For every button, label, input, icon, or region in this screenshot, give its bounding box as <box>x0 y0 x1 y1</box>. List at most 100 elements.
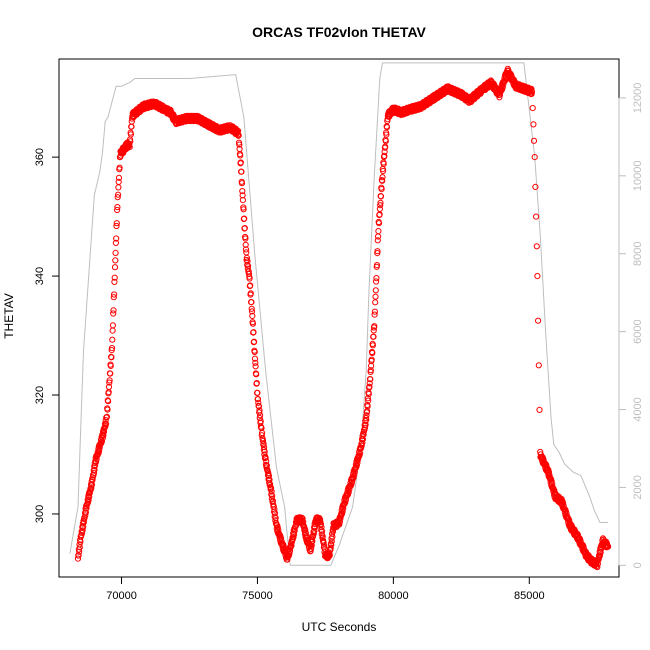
data-point <box>374 248 381 255</box>
data-point <box>377 202 384 209</box>
data-point <box>242 241 249 248</box>
data-point <box>100 428 108 435</box>
data-point <box>500 81 507 88</box>
data-point <box>106 379 113 386</box>
data-point <box>371 311 378 318</box>
data-point <box>92 458 100 466</box>
data-point <box>354 456 362 463</box>
data-point <box>372 287 379 294</box>
data-point <box>317 521 324 528</box>
data-point <box>328 538 335 545</box>
data-point <box>370 333 377 340</box>
data-point <box>266 479 273 486</box>
data-point <box>372 293 379 300</box>
data-point <box>242 235 249 242</box>
data-point <box>109 336 116 343</box>
data-point <box>365 397 372 404</box>
chart-title: ORCAS TF02vlon THETAV <box>252 24 426 40</box>
data-point <box>253 380 260 387</box>
data-point <box>102 417 109 424</box>
data-point <box>259 437 267 445</box>
data-point <box>114 194 121 201</box>
data-point <box>375 233 382 240</box>
data-point <box>244 261 251 268</box>
data-point <box>106 377 113 384</box>
data-point <box>246 275 253 282</box>
data-point <box>252 359 259 366</box>
data-point <box>75 552 82 559</box>
data-point <box>363 412 370 419</box>
data-point <box>351 472 358 479</box>
data-point <box>257 412 264 419</box>
data-point <box>250 329 257 336</box>
data-point <box>251 338 258 345</box>
data-point <box>535 362 542 369</box>
y-axis: 300 320 340 360 <box>34 148 60 523</box>
data-point <box>529 105 536 112</box>
data-point <box>91 466 98 473</box>
data-point <box>245 270 253 278</box>
data-point <box>288 542 295 549</box>
right-tick-label: 6000 <box>632 319 644 343</box>
data-point <box>535 317 542 324</box>
data-point <box>274 524 281 531</box>
data-point <box>594 560 602 567</box>
data-point <box>594 564 601 571</box>
data-point <box>112 257 119 264</box>
data-point <box>253 371 260 378</box>
data-point <box>92 462 99 469</box>
data-point <box>545 466 552 473</box>
data-point <box>358 442 365 449</box>
data-point <box>115 184 122 191</box>
data-point <box>380 167 387 175</box>
data-point <box>236 141 243 148</box>
x-tick-label: 80000 <box>378 590 409 602</box>
data-point <box>359 436 366 443</box>
data-point <box>249 320 256 327</box>
data-point <box>113 235 120 242</box>
data-point <box>528 88 536 95</box>
data-point <box>299 515 306 522</box>
data-point <box>85 497 92 504</box>
data-point <box>258 432 265 439</box>
data-point <box>267 485 275 492</box>
data-point <box>260 440 267 447</box>
data-point <box>363 416 370 424</box>
data-point <box>336 521 343 528</box>
data-point <box>74 555 82 562</box>
data-point <box>531 154 538 161</box>
data-point <box>368 356 375 363</box>
data-point <box>114 206 121 214</box>
right-tick-label: 10000 <box>632 161 644 192</box>
data-point <box>290 534 297 541</box>
data-point <box>241 215 248 222</box>
data-point <box>243 254 250 261</box>
data-point <box>286 550 293 557</box>
data-point <box>546 472 553 479</box>
data-point <box>383 131 390 138</box>
altitude-line <box>69 62 609 566</box>
data-point <box>126 140 133 147</box>
data-point <box>237 152 244 159</box>
data-point <box>82 512 89 519</box>
plot-frame <box>58 58 620 578</box>
data-point <box>109 327 116 334</box>
data-point <box>255 399 262 406</box>
data-point <box>375 228 382 235</box>
data-point <box>248 299 255 306</box>
data-point <box>240 206 247 213</box>
data-point <box>311 527 318 534</box>
data-point <box>366 383 373 390</box>
data-point <box>372 299 379 306</box>
data-point <box>302 526 309 534</box>
data-point <box>116 164 123 171</box>
data-point <box>291 531 298 538</box>
data-point <box>115 178 122 185</box>
data-point <box>248 308 256 315</box>
data-point <box>271 506 278 513</box>
data-point <box>361 424 369 431</box>
data-point <box>239 197 246 204</box>
data-point <box>373 278 380 285</box>
data-point <box>111 278 118 285</box>
data-point <box>380 160 387 167</box>
